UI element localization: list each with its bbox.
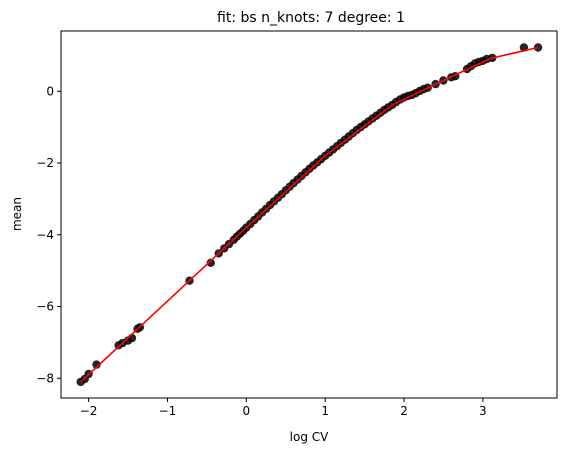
chart-title: fit: bs n_knots: 7 degree: 1 — [217, 10, 405, 26]
data-point — [206, 258, 215, 267]
x-tick-label: 1 — [321, 404, 329, 418]
x-axis-label: log CV — [290, 430, 329, 444]
x-tick-label: −2 — [80, 404, 98, 418]
y-axis-label: mean — [10, 197, 24, 231]
y-axis-ticks: −8 −6 −4 −2 0 — [36, 84, 61, 385]
x-tick-label: 3 — [479, 404, 487, 418]
y-tick-label: −8 — [36, 371, 54, 385]
y-tick-label: 0 — [46, 84, 54, 98]
x-axis-ticks: −2 −1 0 1 2 3 — [80, 398, 487, 418]
scatter-series — [76, 43, 543, 387]
plot-frame — [60, 30, 558, 399]
x-tick-label: −1 — [159, 404, 177, 418]
y-tick-label: −2 — [36, 156, 54, 170]
y-tick-label: −4 — [36, 228, 54, 242]
data-point — [92, 360, 101, 369]
x-tick-label: 0 — [242, 404, 250, 418]
fit-line-series — [80, 46, 539, 383]
x-tick-label: 2 — [400, 404, 408, 418]
fit-line — [80, 46, 539, 383]
y-tick-label: −6 — [36, 300, 54, 314]
